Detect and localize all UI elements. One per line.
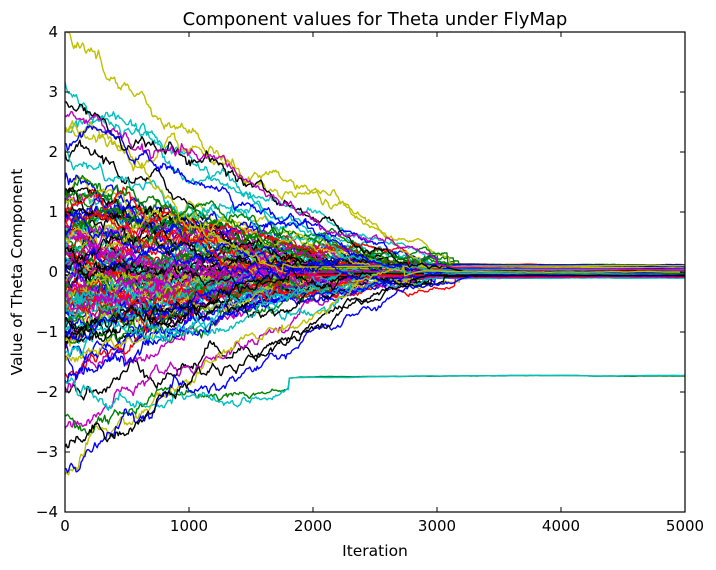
- x-tick-label: 3000: [418, 517, 456, 535]
- series-line: [65, 82, 685, 274]
- x-tick-label: 1000: [170, 517, 208, 535]
- y-tick-label: 3: [48, 83, 58, 101]
- x-axis: 0 1000 2000 3000 4000 5000: [60, 32, 704, 535]
- x-axis-label: Iteration: [342, 542, 408, 560]
- y-tick-label: 4: [48, 23, 58, 41]
- y-tick-label: 0: [48, 263, 58, 281]
- series-line: [65, 121, 685, 273]
- x-tick-label: 0: [60, 517, 70, 535]
- y-tick-label: −4: [36, 503, 58, 521]
- y-axis-label: Value of Theta Component: [8, 169, 26, 376]
- y-tick-label: −2: [36, 383, 58, 401]
- chart-title: Component values for Theta under FlyMap: [183, 9, 568, 30]
- series-line: [65, 110, 685, 270]
- y-tick-label: −1: [36, 323, 58, 341]
- x-tick-label: 2000: [294, 517, 332, 535]
- y-tick-label: 1: [48, 203, 58, 221]
- y-tick-label: 2: [48, 143, 58, 161]
- x-tick-label: 4000: [542, 517, 580, 535]
- x-tick-label: 5000: [666, 517, 704, 535]
- series-line: [65, 374, 685, 411]
- series-line: [65, 265, 685, 476]
- series-line: [65, 263, 685, 340]
- y-tick-label: −3: [36, 443, 58, 461]
- series-line: [65, 274, 685, 449]
- y-axis: 4 3 2 1 0 −1 −2 −3 −4: [36, 23, 685, 521]
- series-traces: [65, 32, 685, 476]
